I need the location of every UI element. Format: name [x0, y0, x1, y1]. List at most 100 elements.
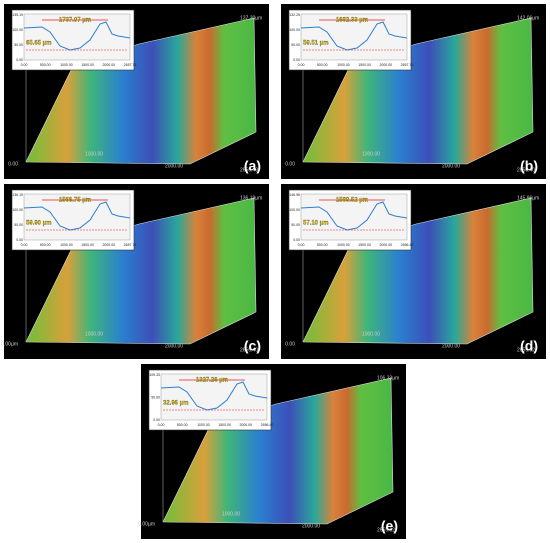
axis-label: 2000.00	[442, 343, 460, 349]
inset-x-tick-label: 2000.00	[102, 243, 115, 247]
axis-label: 145.96µm	[517, 195, 539, 201]
panel-label: (b)	[520, 158, 538, 174]
inset-x-tick-label: 2656.40	[261, 423, 274, 427]
inset-y-tick-label: 50.00	[14, 43, 23, 47]
inset-y-tick-label: 100.00	[289, 28, 300, 32]
axis-label: 1000.00	[362, 331, 380, 337]
axis-label: 0.00µm	[138, 521, 155, 527]
inset-x-tick-label: 500.00	[40, 63, 51, 67]
profile-curve	[300, 201, 408, 231]
axis-label: 1000.00	[222, 511, 240, 517]
inset-y-tick-label: 109.33	[149, 373, 160, 377]
depth-label: 32.96 µm	[163, 401, 188, 407]
inset-y-tick-label: 50.00	[291, 43, 300, 47]
inset-y-tick-label: 0.00	[16, 238, 23, 242]
inset-plot	[300, 193, 408, 241]
inset-x-tick-label: 2656.40	[401, 243, 414, 247]
axis-label: 136.19µm	[240, 195, 262, 201]
axis-label: 142.06µm	[517, 15, 539, 21]
inset-x-tick-label: 2000.00	[102, 63, 115, 67]
panel-label: (c)	[244, 338, 261, 354]
profile-curve	[23, 201, 131, 231]
inset-x-tick-label: 1500.00	[218, 423, 231, 427]
axis-label: 2000.00	[302, 523, 320, 529]
axis-label: 0.00µm	[1, 341, 18, 347]
inset-x-tick-label: 0.00	[21, 63, 28, 67]
inset-y-tick-label: 100.00	[12, 28, 23, 32]
profile-curve	[300, 21, 408, 51]
inset-x-tick-label: 500.00	[317, 63, 328, 67]
axis-label: 0.00	[285, 341, 295, 347]
inset-plot	[160, 373, 268, 421]
inset-plot	[23, 193, 131, 241]
inset-x-tick-label: 500.00	[177, 423, 188, 427]
inset-x-tick-label: 1500.00	[81, 63, 94, 67]
inset-y-tick-label: 132.25	[289, 13, 300, 17]
inset-x-tick-label: 1000.00	[60, 63, 73, 67]
inset-y-tick-label: 146.96	[289, 193, 300, 197]
inset-x-tick-label: 2657.79	[124, 63, 137, 67]
panel-label: (d)	[520, 338, 538, 354]
axis-label: 2656.40	[240, 347, 258, 353]
width-label: 1327.26 µm	[196, 378, 228, 384]
axis-label: 2656.40	[517, 167, 535, 173]
depth-label: 57.10 µm	[303, 221, 328, 227]
profile-curve	[160, 381, 268, 411]
axis-label: 1000.00	[85, 331, 103, 337]
inset-y-tick-label: 0.00	[293, 238, 300, 242]
axis-label: 2655.02	[517, 347, 535, 353]
inset-x-tick-label: 2000.00	[239, 423, 252, 427]
inset-y-tick-label: 50.00	[14, 223, 23, 227]
width-label: 1589.52 µm	[336, 198, 368, 204]
inset-y-tick-label: 0.00	[293, 58, 300, 62]
width-label: 1682.33 µm	[336, 18, 368, 24]
inset-y-tick-label: 0.00	[153, 418, 160, 422]
axis-label: 2655.02	[377, 527, 395, 533]
inset-plot	[300, 13, 408, 61]
inset-x-tick-label: 1500.00	[358, 63, 371, 67]
inset-x-tick-label: 1500.00	[81, 243, 94, 247]
profile-curve	[23, 21, 131, 51]
inset-y-tick-label: 100.00	[12, 208, 23, 212]
inset-y-tick-label: 50.00	[291, 223, 300, 227]
inset-x-tick-label: 1000.00	[197, 423, 210, 427]
inset-x-tick-label: 1000.00	[337, 63, 350, 67]
axis-label: 0.00	[8, 161, 18, 167]
panel-label: (e)	[381, 518, 398, 534]
inset-x-tick-label: 0.00	[298, 63, 305, 67]
inset-x-tick-label: 2000.00	[379, 243, 392, 247]
inset-y-tick-label: 135.19	[12, 13, 23, 17]
inset-x-tick-label: 500.00	[317, 243, 328, 247]
axis-label: 2000.00	[165, 163, 183, 169]
inset-x-tick-label: 0.00	[298, 243, 305, 247]
width-label: 1737.07 µm	[59, 18, 91, 24]
panel: 1737.07 µm 65.65 µm 135.19 100.00 50.00 0.00 0…	[4, 4, 269, 179]
inset-plot	[23, 13, 131, 61]
inset-y-tick-label: 50.00	[151, 395, 160, 399]
axis-label: 1000.00	[85, 151, 103, 157]
inset-y-tick-label: 100.00	[289, 208, 300, 212]
axis-label: 2000.00	[165, 343, 183, 349]
inset-x-tick-label: 0.00	[158, 423, 165, 427]
depth-label: 65.65 µm	[26, 41, 51, 47]
axis-label: 2656.40	[240, 167, 258, 173]
depth-label: 59.51 µm	[303, 41, 328, 47]
inset-y-tick-label: 136.19	[12, 193, 23, 197]
inset-x-tick-label: 0.00	[21, 243, 28, 247]
depth-label: 59.90 µm	[26, 221, 51, 227]
inset-x-tick-label: 2657.79	[124, 243, 137, 247]
inset-x-tick-label: 1000.00	[60, 243, 73, 247]
axis-label: 137.30µm	[240, 15, 262, 21]
inset-x-tick-label: 2657.79	[401, 63, 414, 67]
inset-x-tick-label: 1500.00	[358, 243, 371, 247]
axis-label: 1000.00	[362, 151, 380, 157]
axis-label: 0.00	[285, 161, 295, 167]
panel: 1327.26 µm 32.96 µm 109.33 50.00 0.000.00 500…	[138, 364, 406, 539]
width-label: 1566.75 µm	[59, 198, 91, 204]
inset-x-tick-label: 2000.00	[379, 63, 392, 67]
inset-x-tick-label: 500.00	[40, 243, 51, 247]
